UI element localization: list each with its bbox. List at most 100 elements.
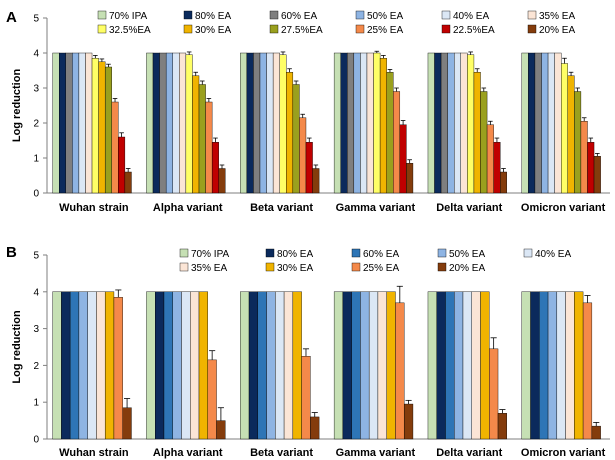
- bar: [561, 63, 568, 194]
- legend-entry: 25% EA: [367, 25, 403, 36]
- bar: [567, 75, 575, 194]
- bar: [521, 52, 529, 194]
- bar: [333, 52, 341, 194]
- legend-entry: 27.5%EA: [281, 25, 323, 36]
- bar: [85, 52, 93, 194]
- bar: [373, 52, 381, 194]
- panel-letter: B: [6, 244, 17, 261]
- bar: [78, 291, 88, 440]
- bar: [91, 58, 99, 194]
- bar: [292, 291, 302, 440]
- legend-entry: 40% EA: [535, 249, 571, 260]
- bar: [211, 142, 219, 194]
- bar: [386, 291, 396, 440]
- y-tick-label: 1: [33, 398, 39, 409]
- bar: [266, 291, 276, 440]
- bar: [351, 291, 361, 440]
- bar: [181, 291, 191, 440]
- x-tick-label: Alpha variant: [153, 202, 223, 214]
- bar: [366, 52, 374, 194]
- bar: [299, 117, 307, 194]
- bar: [283, 291, 294, 440]
- bar: [240, 291, 250, 440]
- bar: [473, 72, 481, 194]
- bar: [240, 52, 248, 194]
- x-tick-label: Omicron variant: [521, 447, 606, 459]
- bar: [556, 291, 566, 440]
- chart-panel-A: A 0 1 2 3 4 5 Log reduction Wuhan strain Alpha va…: [6, 9, 610, 214]
- bar: [497, 413, 507, 440]
- bar: [460, 52, 468, 194]
- legend-entry: 50% EA: [367, 11, 403, 22]
- bar: [111, 101, 119, 194]
- bar: [493, 142, 501, 194]
- bar: [72, 52, 80, 194]
- bar: [486, 124, 494, 194]
- legend-entry: 40% EA: [453, 11, 489, 22]
- bar: [471, 291, 481, 440]
- bar: [467, 54, 475, 194]
- legend-entry: 32.5%EA: [109, 25, 151, 36]
- legend: 70% IPA 80% EA 60% EA 50% EA 40% EA 35% EA 32.…: [97, 10, 575, 36]
- bar: [580, 121, 588, 194]
- bar: [146, 52, 154, 194]
- bar: [305, 142, 313, 194]
- bar: [207, 359, 217, 440]
- legend-entry: 20% EA: [449, 263, 485, 274]
- bar: [454, 291, 464, 440]
- bar: [122, 407, 132, 440]
- legend-entry: 20% EA: [539, 25, 575, 36]
- bar: [257, 291, 267, 440]
- bar: [554, 52, 562, 194]
- bar: [259, 52, 267, 194]
- bar: [246, 52, 254, 194]
- bar: [489, 348, 499, 440]
- bar: [440, 52, 448, 194]
- bar: [286, 72, 294, 194]
- legend-entry: 35% EA: [191, 263, 227, 274]
- bar: [69, 291, 80, 440]
- legend-entry: 30% EA: [195, 25, 231, 36]
- bar: [104, 66, 112, 194]
- bar: [192, 75, 200, 194]
- bar: [205, 101, 213, 194]
- bar: [292, 84, 300, 194]
- panel-letter: A: [6, 9, 17, 26]
- legend-entry: 25% EA: [363, 263, 399, 274]
- bar: [353, 52, 361, 194]
- legend-swatch: [523, 248, 533, 258]
- bar: [403, 403, 414, 440]
- legend-entry: 35% EA: [539, 11, 575, 22]
- bar: [521, 291, 531, 440]
- legend-entry: 80% EA: [277, 249, 313, 260]
- bar: [547, 291, 558, 440]
- bar: [591, 425, 601, 440]
- legend: 70% IPA 80% EA 60% EA 50% EA 40% EA 35% EA 30%…: [179, 248, 571, 274]
- y-tick-label: 4: [33, 49, 39, 60]
- bar: [310, 416, 320, 440]
- x-tick-label: Omicron variant: [521, 202, 606, 214]
- bar: [279, 54, 287, 194]
- bar: [333, 291, 344, 440]
- bar: [104, 291, 115, 440]
- x-tick-label: Gamma variant: [336, 447, 416, 459]
- x-tick-label: Wuhan strain: [59, 202, 129, 214]
- legend-swatch: [179, 262, 189, 272]
- bar: [379, 58, 387, 194]
- bar: [172, 291, 182, 440]
- legend-swatch: [527, 10, 537, 20]
- x-tick-label: Delta variant: [436, 202, 502, 214]
- bar: [434, 52, 442, 194]
- legend-swatch: [265, 248, 275, 258]
- bar: [565, 291, 575, 440]
- bar: [340, 52, 348, 194]
- bar: [500, 171, 507, 194]
- legend-swatch: [355, 10, 365, 20]
- legend-entry: 70% IPA: [109, 11, 147, 22]
- bar: [528, 52, 536, 194]
- bar: [98, 61, 106, 194]
- bar: [185, 54, 193, 194]
- bar: [447, 52, 455, 194]
- bar: [301, 356, 311, 440]
- legend-swatch: [351, 248, 361, 258]
